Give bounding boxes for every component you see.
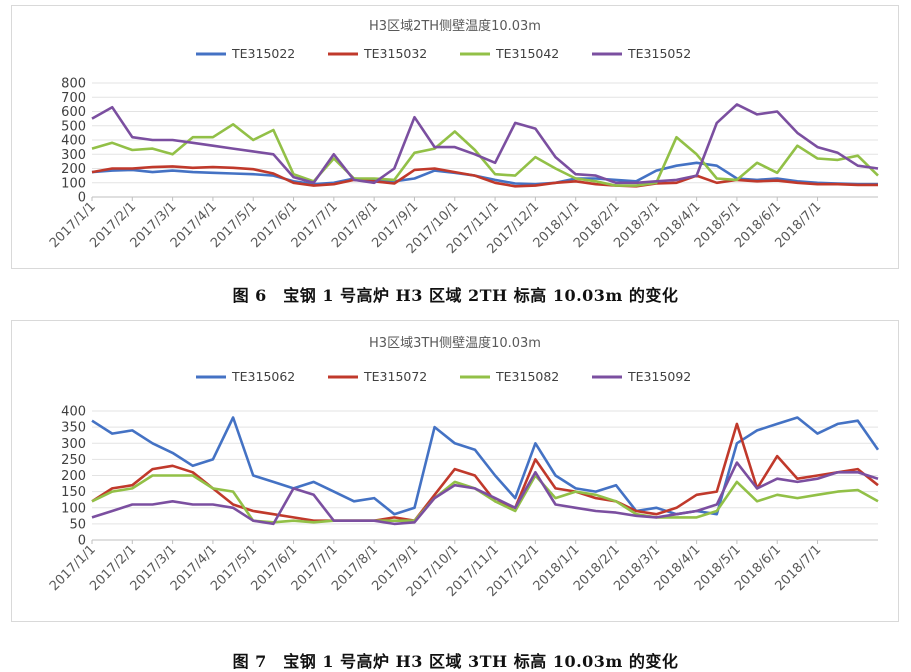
y-tick-label: 350 [61, 421, 86, 436]
legend-item: TE315072 [328, 369, 427, 384]
y-tick-label: 0 [78, 191, 86, 206]
y-tick-label: 800 [61, 77, 86, 92]
legend-label: TE315072 [363, 369, 427, 384]
y-tick-label: 200 [61, 469, 86, 484]
legend-label: TE315092 [627, 369, 691, 384]
legend-label: TE315042 [495, 46, 559, 61]
y-tick-label: 500 [61, 119, 86, 134]
y-tick-label: 700 [61, 91, 86, 106]
y-tick-label: 300 [61, 148, 86, 163]
y-tick-label: 200 [61, 162, 86, 177]
series-line [91, 416, 880, 516]
legend-label: TE315062 [231, 369, 295, 384]
y-tick-label: 150 [61, 485, 86, 500]
legend-item: TE315092 [592, 369, 691, 384]
series-line [91, 165, 878, 188]
chart-fig7: H3区域3TH侧壁温度10.03m TE315062 TE315072 TE31508… [47, 335, 880, 600]
series-line [91, 422, 879, 522]
legend-label: TE315052 [627, 46, 691, 61]
chart-title: H3区域2TH侧壁温度10.03m [369, 18, 541, 34]
chart-fig6: H3区域2TH侧壁温度10.03m TE315022 TE315032 TE31504… [47, 18, 879, 257]
series-line [91, 161, 878, 186]
legend-item: TE315042 [460, 46, 559, 61]
series-line [91, 474, 879, 524]
y-tick-label: 100 [61, 501, 86, 516]
series-line [91, 123, 879, 187]
y-tick-label: 400 [61, 405, 86, 420]
legend-item: TE315062 [196, 369, 295, 384]
series-line [91, 461, 879, 526]
chart-title: H3区域3TH侧壁温度10.03m [369, 335, 541, 351]
legend-label: TE315022 [231, 46, 295, 61]
y-tick-label: 250 [61, 453, 86, 468]
series-line [91, 103, 879, 185]
figure-caption-7: 图 7 宝钢 1 号高炉 H3 区域 3TH 标高 10.03m 的变化 [232, 652, 679, 671]
y-tick-label: 400 [61, 134, 86, 149]
chart-panel-fig7: H3区域3TH侧壁温度10.03m TE315062 TE315072 TE31508… [11, 320, 899, 622]
figure-caption-6: 图 6 宝钢 1 号高炉 H3 区域 2TH 标高 10.03m 的变化 [232, 286, 679, 305]
legend-item: TE315082 [460, 369, 559, 384]
legend-label: TE315032 [363, 46, 427, 61]
legend-label: TE315082 [495, 369, 559, 384]
legend-item: TE315032 [328, 46, 427, 61]
legend-item: TE315052 [592, 46, 691, 61]
y-tick-label: 0 [78, 534, 86, 549]
chart-panel-fig6: H3区域2TH侧壁温度10.03m TE315022 TE315032 TE31504… [11, 5, 899, 269]
y-tick-label: 100 [61, 176, 86, 191]
legend-item: TE315022 [196, 46, 295, 61]
y-tick-label: 600 [61, 105, 86, 120]
y-tick-label: 50 [69, 517, 86, 532]
y-tick-label: 300 [61, 437, 86, 452]
